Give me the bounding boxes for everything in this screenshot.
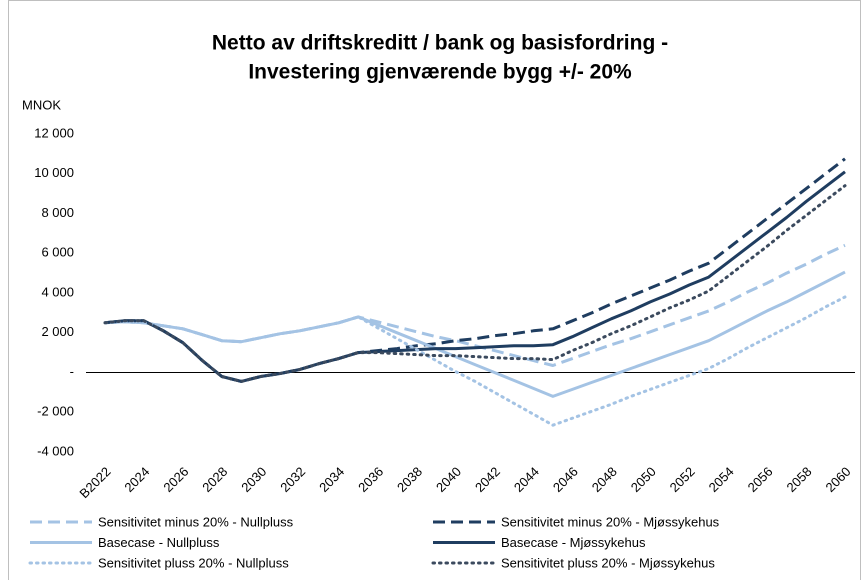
- y-tick-label: 4 000: [41, 284, 74, 299]
- y-tick-label: -: [70, 364, 74, 379]
- y-tick-label: 6 000: [41, 245, 74, 260]
- chart-title: Investering gjenværende bygg +/- 20%: [248, 61, 632, 84]
- series-line: [103, 295, 847, 427]
- legend-label: Sensitivitet pluss 20% - Mjøssykehus: [501, 555, 715, 570]
- legend-label: Basecase - Mjøssykehus: [501, 535, 646, 550]
- legend-label: Sensitivitet pluss 20% - Nullpluss: [98, 555, 289, 570]
- series-line: [104, 243, 846, 367]
- y-tick-label: -4 000: [37, 443, 74, 458]
- chart-border: [8, 0, 861, 580]
- y-axis-label: MNOK: [22, 97, 61, 112]
- series-line: [104, 157, 846, 383]
- y-tick-label: -2 000: [37, 404, 74, 419]
- series-line: [103, 184, 847, 383]
- chart-title: Netto av driftskreditt / bank og basisfo…: [212, 32, 668, 55]
- legend-label: Sensitivitet minus 20% - Nullpluss: [98, 514, 294, 529]
- legend-label: Sensitivitet minus 20% - Mjøssykehus: [501, 514, 720, 529]
- legend-label: Basecase - Nullpluss: [98, 535, 220, 550]
- y-tick-label: 2 000: [41, 324, 74, 339]
- y-tick-label: 10 000: [34, 165, 74, 180]
- y-tick-label: 12 000: [34, 125, 74, 140]
- y-tick-label: 8 000: [41, 205, 74, 220]
